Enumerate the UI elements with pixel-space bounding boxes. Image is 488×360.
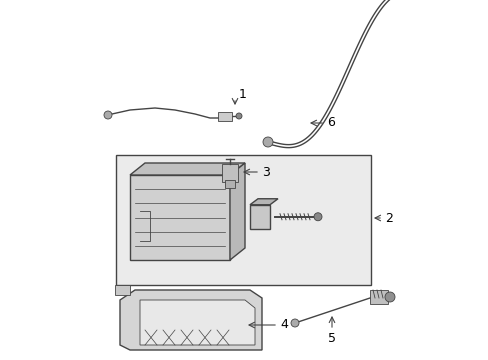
Text: 1: 1 — [239, 87, 246, 100]
Polygon shape — [140, 300, 254, 345]
Circle shape — [263, 137, 272, 147]
Bar — [115, 285, 130, 295]
Bar — [249, 205, 269, 229]
Bar — [130, 175, 229, 260]
Circle shape — [290, 319, 298, 327]
Text: 6: 6 — [326, 117, 334, 130]
Bar — [224, 180, 235, 188]
Text: 2: 2 — [384, 211, 392, 225]
Circle shape — [104, 111, 112, 119]
Polygon shape — [229, 163, 244, 260]
Bar — [116, 155, 370, 285]
Text: 4: 4 — [280, 319, 287, 332]
Text: 5: 5 — [327, 332, 335, 345]
Bar — [369, 290, 387, 304]
Polygon shape — [130, 163, 244, 175]
Polygon shape — [120, 290, 262, 350]
Text: 3: 3 — [262, 166, 269, 179]
Polygon shape — [249, 199, 278, 205]
Circle shape — [236, 113, 242, 119]
Circle shape — [384, 292, 394, 302]
Bar — [222, 164, 238, 182]
Circle shape — [313, 213, 321, 221]
Bar — [218, 112, 231, 121]
